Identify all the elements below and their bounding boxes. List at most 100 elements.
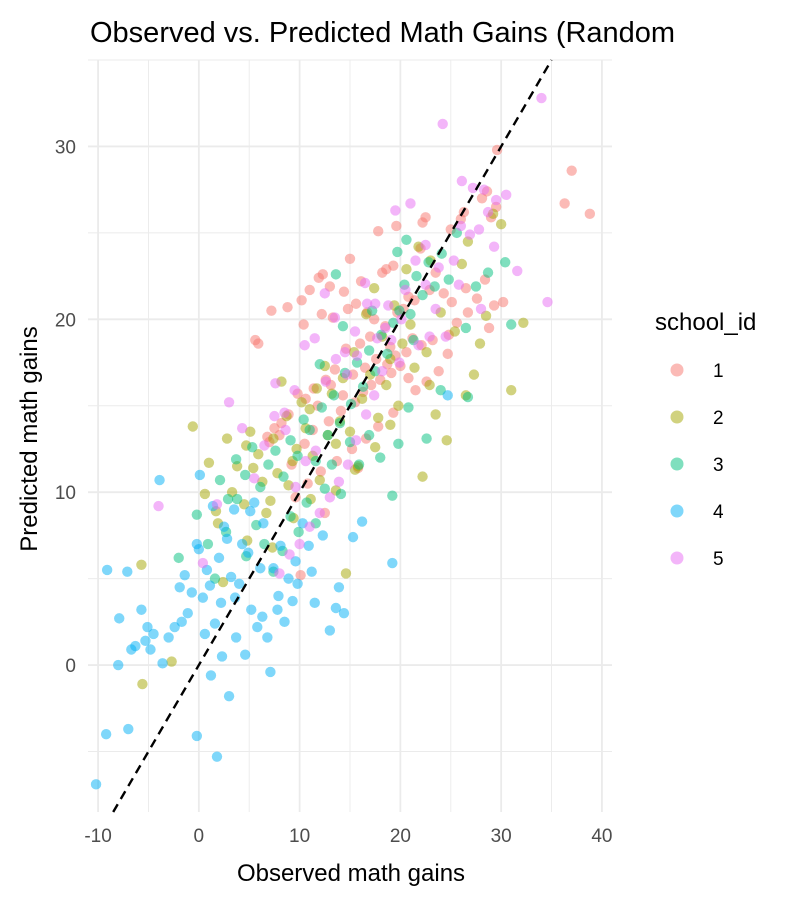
data-point-school-5 (339, 346, 351, 358)
data-point-school-5 (269, 410, 280, 422)
data-point-school-5 (342, 459, 354, 470)
data-point-school-4 (204, 580, 216, 591)
data-point-school-3 (263, 459, 274, 470)
y-axis-ticks: 0 10 20 30 (55, 137, 76, 677)
data-point-school-4 (309, 597, 320, 609)
data-point-school-3 (335, 488, 347, 500)
data-point-school-3 (301, 497, 312, 508)
data-point-school-1 (391, 220, 402, 232)
data-point-school-5 (259, 440, 270, 451)
data-point-school-2 (314, 474, 325, 486)
data-point-school-5 (351, 350, 363, 361)
data-point-school-4 (216, 651, 228, 662)
data-point-school-5 (310, 445, 321, 456)
data-point-school-4 (246, 604, 257, 615)
data-point-school-5 (424, 331, 435, 342)
chart-title: Observed vs. Predicted Math Gains (Rando… (90, 17, 675, 49)
data-point-school-1 (373, 225, 384, 237)
data-point-school-5 (309, 333, 320, 344)
data-point-school-1 (417, 217, 428, 228)
data-point-school-2 (248, 462, 259, 474)
data-point-school-5 (290, 481, 301, 493)
legend-key-5 (670, 551, 684, 565)
data-point-school-1 (497, 296, 509, 308)
data-point-school-2 (441, 435, 452, 446)
data-point-school-1 (315, 466, 326, 477)
data-point-school-1 (381, 263, 392, 275)
data-point-school-3 (322, 429, 334, 441)
data-point-school-2 (311, 383, 322, 394)
data-point-school-4 (245, 506, 256, 517)
data-point-school-4 (176, 616, 187, 628)
data-point-school-5 (249, 473, 260, 484)
data-point-school-4 (330, 602, 342, 614)
data-point-school-5 (440, 331, 451, 342)
data-point-school-4 (122, 566, 133, 577)
data-point-school-4 (306, 566, 317, 577)
data-point-school-1 (295, 569, 306, 581)
data-point-school-4 (303, 540, 314, 551)
data-point-school-4 (193, 544, 205, 555)
legend-label-5: 5 (713, 549, 724, 570)
data-point-school-4 (148, 628, 159, 640)
legend-label-4: 4 (713, 502, 724, 523)
plot-area (88, 59, 612, 813)
data-point-school-4 (356, 516, 368, 527)
data-point-school-4 (257, 611, 268, 622)
data-point-school-2 (456, 258, 468, 270)
data-point-school-1 (386, 367, 397, 379)
legend-key-4 (670, 504, 684, 518)
data-point-school-1 (335, 405, 347, 417)
data-point-school-5 (390, 205, 401, 216)
data-point-school-1 (483, 322, 495, 334)
data-point-school-2 (203, 457, 215, 468)
data-point-school-2 (409, 362, 420, 373)
data-point-school-2 (385, 419, 396, 430)
data-point-school-2 (199, 488, 211, 500)
data-point-school-1 (438, 288, 449, 299)
data-point-school-2 (381, 379, 392, 391)
data-point-school-3 (429, 281, 440, 292)
data-point-school-1 (368, 314, 380, 325)
data-point-school-4 (142, 621, 153, 633)
data-point-school-5 (314, 507, 325, 519)
data-point-school-3 (314, 359, 325, 370)
x-axis-ticks: -10 0 10 20 30 40 (84, 826, 612, 847)
data-point-school-5 (420, 239, 431, 251)
data-point-school-3 (462, 391, 474, 403)
data-point-school-3 (375, 452, 386, 463)
data-point-school-5 (488, 241, 500, 252)
data-point-school-3 (393, 438, 404, 449)
data-point-school-5 (448, 255, 459, 266)
data-point-school-5 (350, 435, 362, 446)
data-point-school-5 (512, 265, 523, 277)
data-point-school-4 (228, 504, 240, 515)
data-point-school-4 (154, 474, 165, 486)
y-tick-label: 0 (65, 656, 76, 677)
data-point-school-3 (285, 435, 296, 446)
data-point-school-2 (304, 404, 315, 415)
data-point-school-5 (211, 499, 223, 510)
data-point-school-5 (456, 175, 468, 187)
data-point-school-1 (559, 198, 570, 209)
x-tick-label: 20 (390, 826, 411, 847)
data-point-school-5 (405, 198, 416, 209)
data-point-school-4 (262, 632, 273, 643)
data-point-school-3 (214, 474, 226, 486)
data-point-school-1 (253, 338, 264, 349)
data-point-school-4 (186, 587, 197, 598)
data-point-school-2 (368, 282, 380, 294)
legend-key-2 (670, 410, 684, 424)
data-point-school-3 (173, 552, 184, 564)
data-point-school-4 (197, 592, 209, 603)
data-point-school-3 (270, 445, 281, 456)
data-point-school-3 (405, 308, 416, 320)
data-point-school-3 (278, 471, 289, 482)
data-point-school-2 (221, 433, 233, 444)
data-point-school-2 (340, 568, 352, 579)
data-point-school-4 (209, 618, 221, 629)
data-point-school-5 (300, 455, 311, 467)
data-point-school-5 (279, 407, 290, 418)
data-point-school-4 (317, 530, 328, 541)
